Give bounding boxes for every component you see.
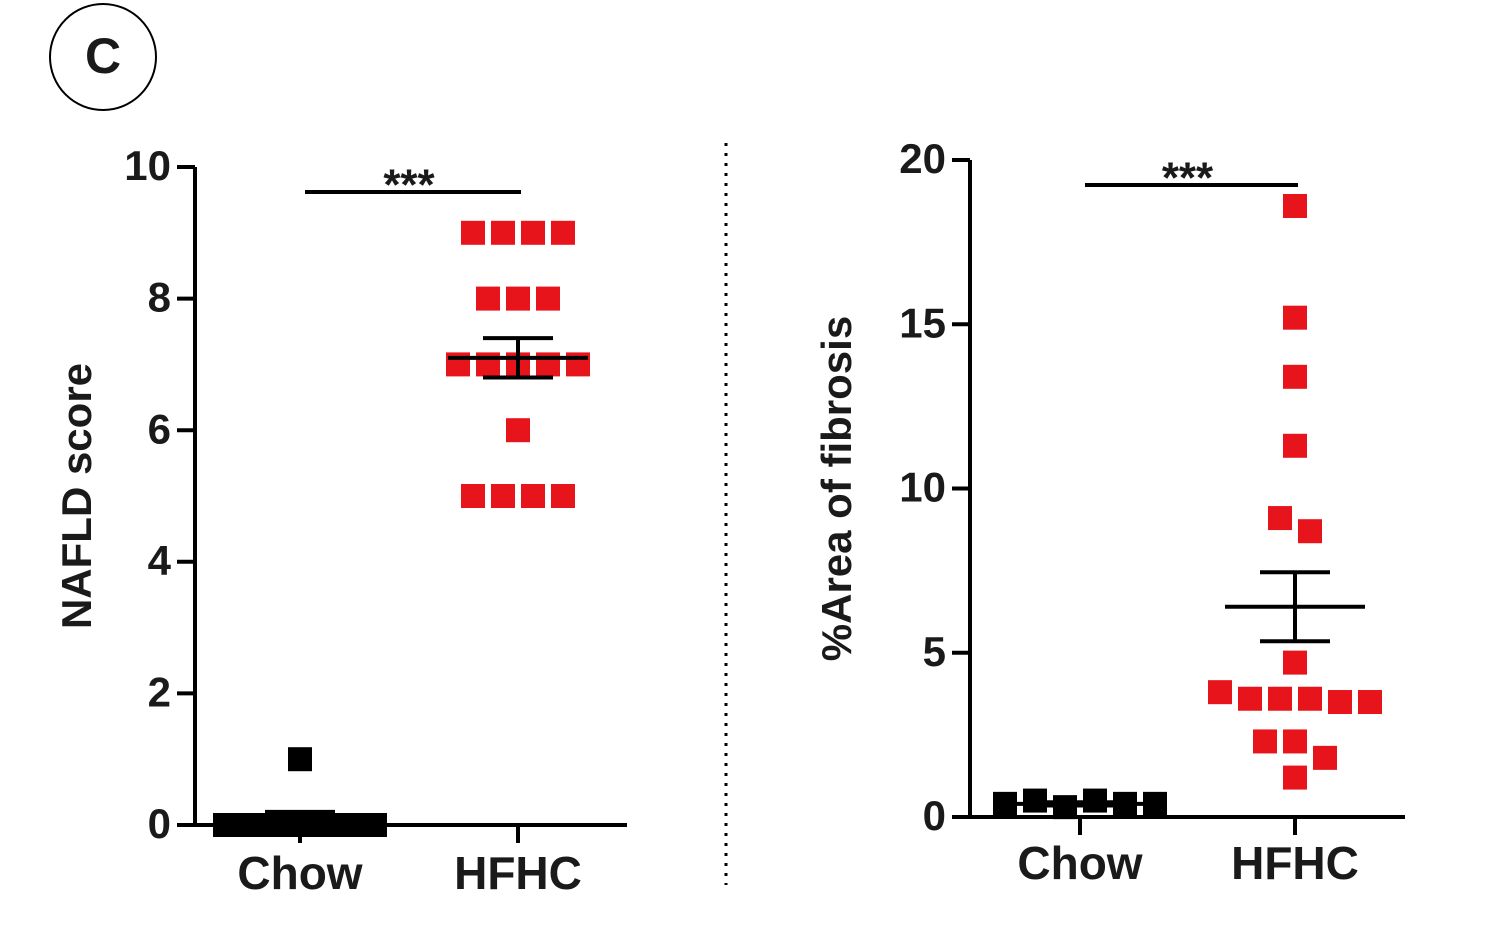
data-point	[461, 484, 485, 508]
data-point	[491, 484, 515, 508]
data-point	[288, 747, 312, 772]
y-axis-label: %Area of fibrosis	[813, 316, 860, 661]
y-tick-label: 4	[148, 537, 172, 584]
significance-label: ***	[1162, 154, 1214, 203]
x-tick-label: Chow	[1017, 837, 1142, 889]
data-point	[1268, 506, 1292, 531]
data-point	[1283, 765, 1307, 790]
data-point	[506, 418, 530, 443]
data-point	[1238, 686, 1262, 711]
y-axis-label: NAFLD score	[53, 363, 100, 629]
data-point	[1283, 305, 1307, 330]
data-point	[1313, 745, 1337, 770]
data-point	[1283, 650, 1307, 675]
data-point	[1298, 686, 1322, 711]
data-point	[506, 286, 530, 311]
data-point	[476, 286, 500, 311]
y-tick-label: 15	[899, 299, 946, 346]
data-point	[1023, 788, 1047, 813]
data-point	[461, 220, 485, 245]
data-point	[1283, 364, 1307, 389]
panel-circle	[49, 3, 157, 111]
data-point	[521, 220, 545, 245]
data-point	[1283, 433, 1307, 458]
data-point	[551, 484, 575, 508]
data-point	[1283, 729, 1307, 754]
y-tick-label: 20	[899, 135, 946, 182]
y-tick-label: 2	[148, 668, 171, 715]
data-point	[1298, 519, 1322, 544]
significance-label: ***	[383, 161, 435, 210]
data-point	[1283, 193, 1307, 218]
y-tick-label: 6	[148, 405, 171, 452]
data-point	[536, 286, 560, 311]
data-point	[1208, 680, 1232, 705]
y-tick-label: 10	[899, 464, 946, 511]
x-tick-label: HFHC	[1231, 837, 1359, 889]
data-point	[551, 220, 575, 245]
panel-label: C	[85, 28, 121, 84]
y-tick-label: 0	[923, 792, 946, 839]
data-point	[491, 220, 515, 245]
data-point	[1268, 686, 1292, 711]
y-tick-label: 5	[923, 628, 946, 675]
y-tick-label: 8	[148, 274, 171, 321]
data-point	[1358, 690, 1382, 715]
y-tick-label: 0	[148, 800, 171, 847]
x-tick-label: HFHC	[454, 847, 582, 899]
y-tick-label: 10	[124, 142, 171, 189]
x-tick-label: Chow	[237, 847, 362, 899]
data-point	[521, 484, 545, 508]
data-point	[1253, 729, 1277, 754]
data-point	[1328, 690, 1352, 715]
